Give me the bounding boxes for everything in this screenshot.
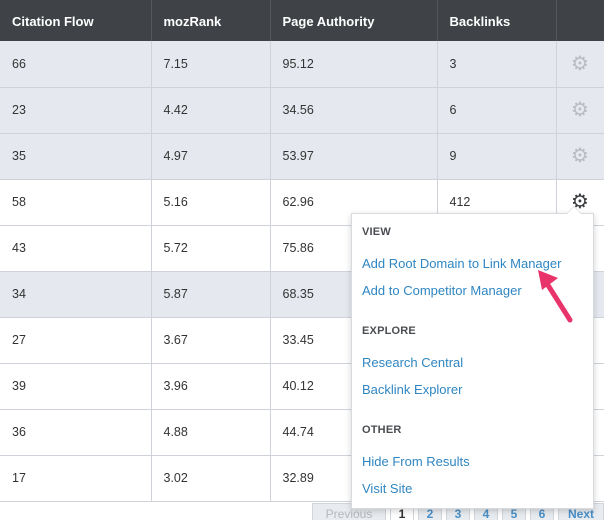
cell-mozrank: 4.42 [151,87,271,134]
cell-backlinks: 9 [437,133,557,180]
table-row: 66 7.15 95.12 3 ⚙ [0,41,605,88]
table-header-row: Citation Flow mozRank Page Authority Bac… [0,0,605,41]
cell-citation-flow: 58 [0,179,152,226]
cell-mozrank: 3.02 [151,455,271,502]
cell-backlinks: 3 [437,41,557,88]
cell-mozrank: 3.96 [151,363,271,410]
annotation-arrow-icon [538,270,573,323]
cell-citation-flow: 66 [0,41,152,88]
cell-citation-flow: 39 [0,363,152,410]
cell-mozrank: 5.16 [151,179,271,226]
table-row: 35 4.97 53.97 9 ⚙ [0,133,605,180]
page-edge [604,0,610,517]
cell-citation-flow: 27 [0,317,152,364]
column-header-backlinks[interactable]: Backlinks [437,0,557,41]
cell-citation-flow: 35 [0,133,152,180]
gear-icon[interactable]: ⚙ [571,52,589,75]
cell-mozrank: 5.87 [151,271,271,318]
cell-backlinks: 6 [437,87,557,134]
cell-citation-flow: 34 [0,271,152,318]
column-header-actions [556,0,605,41]
cell-mozrank: 3.67 [151,317,271,364]
gear-icon[interactable]: ⚙ [571,145,589,167]
cell-actions: ⚙ [556,133,605,180]
cell-actions: ⚙ [556,87,605,134]
column-header-mozrank[interactable]: mozRank [151,0,271,41]
cell-citation-flow: 43 [0,225,152,272]
menu-item-research-central[interactable]: Research Central [362,355,464,370]
column-header-page-authority[interactable]: Page Authority [270,0,438,41]
cell-mozrank: 4.88 [151,409,271,456]
menu-item-visit-site[interactable]: Visit Site [362,481,413,496]
table-row: 23 4.42 34.56 6 ⚙ [0,87,605,134]
menu-item-backlink-explorer[interactable]: Backlink Explorer [362,382,463,397]
row-actions-dropdown: VIEW Add Root Domain to Link Manager Add… [351,206,594,509]
column-header-citation-flow[interactable]: Citation Flow [0,0,152,41]
cell-citation-flow: 17 [0,455,152,502]
menu-item-add-to-competitor-manager[interactable]: Add to Competitor Manager [362,283,522,298]
menu-item-add-root-domain-to-link-manager[interactable]: Add Root Domain to Link Manager [362,256,562,271]
cell-citation-flow: 36 [0,409,152,456]
cell-citation-flow: 23 [0,87,152,134]
gear-icon[interactable]: ⚙ [571,99,589,121]
menu-section-view: VIEW [362,226,391,238]
cell-page-authority: 53.97 [270,133,438,180]
menu-section-explore: EXPLORE [362,325,416,337]
menu-item-hide-from-results[interactable]: Hide From Results [362,454,470,469]
cell-mozrank: 7.15 [151,41,271,88]
menu-section-other: OTHER [362,424,402,436]
cell-mozrank: 4.97 [151,133,271,180]
cell-actions: ⚙ [556,41,605,88]
cell-mozrank: 5.72 [151,225,271,272]
cell-page-authority: 95.12 [270,41,438,88]
cell-page-authority: 34.56 [270,87,438,134]
